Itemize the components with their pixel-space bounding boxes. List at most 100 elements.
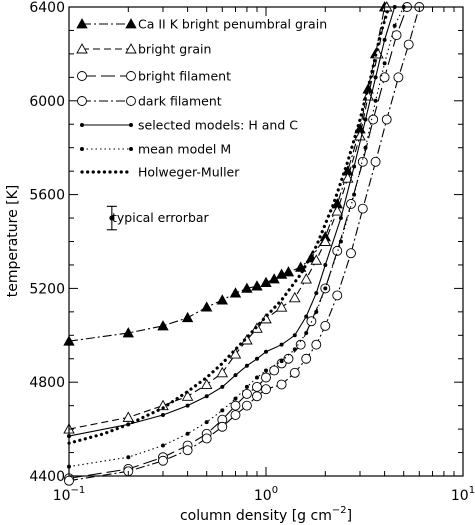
- data-point-triangle-open: [216, 366, 229, 378]
- series-line: [68, 6, 386, 342]
- data-point-dot: [204, 394, 209, 399]
- data-point-dot: [392, 23, 397, 28]
- x-tick-base: 10: [254, 488, 272, 504]
- data-point-dot: [233, 396, 238, 401]
- data-point-dot: [129, 147, 133, 151]
- data-point-triangle-filled: [181, 311, 194, 323]
- data-point-circle-open: [403, 39, 414, 50]
- y-tick-label: 4800: [29, 375, 65, 391]
- y-tick-label: 6400: [29, 0, 65, 16]
- data-point-dot: [363, 117, 368, 122]
- x-tick-exp: −1: [71, 485, 86, 496]
- data-point-dot: [323, 262, 328, 267]
- data-point-dot: [264, 349, 268, 354]
- legend-label: bright grain: [138, 42, 211, 57]
- data-point-circle-open: [289, 367, 300, 378]
- data-point-circle-open: [158, 455, 168, 466]
- legend-label: Holweger-Muller: [138, 165, 240, 180]
- data-point-dot: [185, 403, 190, 408]
- data-point-circle-open: [346, 248, 356, 259]
- x-axis-label: column density [g cm−2]: [180, 505, 352, 524]
- x-tick-base: 10: [451, 488, 469, 504]
- x-axis-label-close: ]: [347, 508, 352, 524]
- data-point-triangle-filled: [251, 280, 263, 291]
- data-point-dot: [204, 420, 209, 425]
- legend-label: dark filament: [138, 94, 222, 109]
- data-point-dot: [185, 431, 190, 436]
- y-tick-label: 5200: [29, 281, 65, 297]
- legend-label: selected models: H and C: [138, 118, 298, 133]
- data-point-dot: [382, 37, 387, 42]
- data-point-dot: [363, 145, 368, 150]
- data-point-circle-open: [311, 339, 322, 350]
- data-point-circle-open: [182, 445, 193, 456]
- data-point-triangle-filled: [282, 266, 295, 277]
- errorbar-label: typical errorbar: [112, 210, 210, 225]
- x-tick-label: 100: [254, 485, 278, 504]
- data-point-dot: [220, 408, 225, 413]
- plot-layer: [63, 1, 425, 486]
- data-point-circle-open: [381, 114, 392, 125]
- data-point-circle-open: [357, 203, 368, 214]
- series-line: [68, 6, 405, 468]
- data-point-circle-open: [77, 96, 87, 106]
- data-point-triangle-filled: [76, 18, 88, 29]
- data-point-circle-open: [241, 400, 252, 411]
- series-4: [64, 2, 425, 486]
- data-point-triangle-filled: [125, 18, 137, 29]
- data-point-circle-open: [217, 421, 228, 432]
- data-point-dot: [352, 164, 357, 169]
- data-point-circle-open: [301, 353, 312, 364]
- data-point-dot: [279, 359, 284, 364]
- data-point-circle-open: [201, 433, 212, 444]
- data-point-circle-open: [276, 379, 287, 390]
- data-point-dot: [373, 75, 378, 80]
- data-point-circle-open: [230, 410, 241, 420]
- data-point-circle-open: [332, 245, 343, 256]
- data-point-triangle-open: [275, 301, 288, 312]
- data-point-circle-open: [261, 384, 271, 395]
- y-tick-label: 4400: [29, 469, 65, 485]
- data-point-triangle-open: [125, 43, 137, 54]
- data-point-triangle-open: [289, 291, 301, 303]
- y-axis-label: temperature [K]: [5, 185, 21, 298]
- data-point-circle-open: [346, 199, 356, 209]
- data-point-circle-open: [295, 339, 306, 350]
- series-line: [67, 5, 391, 445]
- data-point-dot: [233, 373, 238, 378]
- data-point-dot: [382, 61, 387, 66]
- x-tick-exp: 1: [469, 485, 475, 496]
- data-point-dot: [244, 363, 249, 368]
- data-point-dot: [373, 98, 378, 103]
- data-point-circle-open: [391, 30, 402, 41]
- data-point-dot: [304, 314, 309, 319]
- legend-label: Ca II K bright penumbral grain: [138, 17, 327, 32]
- data-point-circle-open: [370, 156, 381, 167]
- data-point-triangle-filled: [157, 320, 169, 331]
- data-point-dot: [264, 368, 268, 373]
- data-point-dot: [160, 443, 165, 448]
- data-point-dot: [160, 413, 165, 418]
- data-point-circle-open: [230, 400, 241, 411]
- x-axis-label-main: column density [g cm: [180, 508, 332, 524]
- data-point-triangle-filled: [122, 327, 134, 338]
- data-point-circle-open: [393, 72, 404, 83]
- y-tick-label: 5600: [29, 188, 65, 204]
- axes-layer: temperature [K] column density [g cm−2] …: [5, 0, 475, 524]
- data-point-dot: [254, 356, 259, 361]
- data-point-dot: [292, 333, 297, 338]
- data-point-circle-open: [126, 96, 136, 106]
- series-6: [67, 5, 406, 469]
- data-point-circle-open: [320, 320, 331, 331]
- data-point-triangle-open: [300, 273, 312, 284]
- data-point-circle-open: [252, 381, 262, 392]
- data-point-circle-open: [261, 372, 271, 383]
- data-point-circle-open: [64, 475, 74, 486]
- data-point-triangle-open: [331, 205, 344, 216]
- data-point-triangle-open: [181, 390, 194, 401]
- series-7: [67, 5, 391, 445]
- data-point-dot: [279, 342, 284, 347]
- data-point-circle-open: [252, 391, 262, 402]
- data-point-triangle-open: [310, 254, 323, 265]
